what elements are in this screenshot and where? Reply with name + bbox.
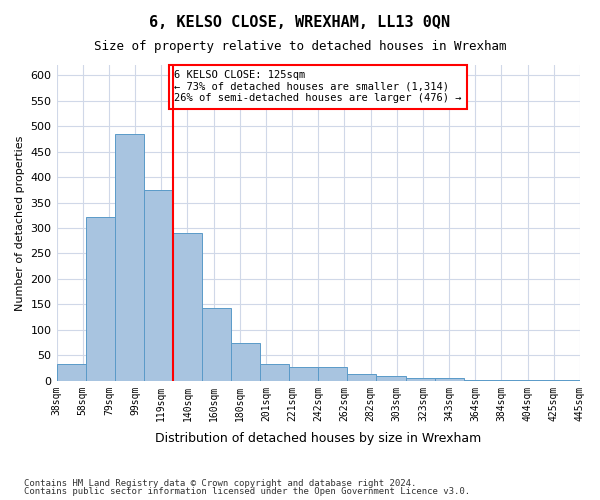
Bar (289, 366, 318, 381)
X-axis label: Distribution of detached houses by size in Wrexham: Distribution of detached houses by size … (155, 432, 481, 445)
Bar (260, 364, 289, 381)
Bar (347, 374, 376, 381)
Bar (493, 380, 522, 381)
Text: 6, KELSO CLOSE, WREXHAM, LL13 0QN: 6, KELSO CLOSE, WREXHAM, LL13 0QN (149, 15, 451, 30)
Bar (318, 366, 347, 381)
Bar (144, 190, 173, 381)
Bar (434, 378, 464, 381)
Bar (86, 217, 115, 381)
Bar (56, 364, 86, 381)
Bar (202, 308, 231, 381)
Text: Contains HM Land Registry data © Crown copyright and database right 2024.: Contains HM Land Registry data © Crown c… (24, 478, 416, 488)
Bar (522, 380, 551, 381)
Bar (376, 376, 406, 381)
Bar (173, 232, 202, 381)
Text: Contains public sector information licensed under the Open Government Licence v3: Contains public sector information licen… (24, 487, 470, 496)
Y-axis label: Number of detached properties: Number of detached properties (15, 135, 25, 310)
Bar (406, 378, 434, 381)
Bar (464, 380, 493, 381)
Bar (551, 380, 580, 381)
Bar (115, 134, 144, 381)
Bar (231, 342, 260, 381)
Text: Size of property relative to detached houses in Wrexham: Size of property relative to detached ho… (94, 40, 506, 53)
Text: 6 KELSO CLOSE: 125sqm
← 73% of detached houses are smaller (1,314)
26% of semi-d: 6 KELSO CLOSE: 125sqm ← 73% of detached … (175, 70, 462, 103)
